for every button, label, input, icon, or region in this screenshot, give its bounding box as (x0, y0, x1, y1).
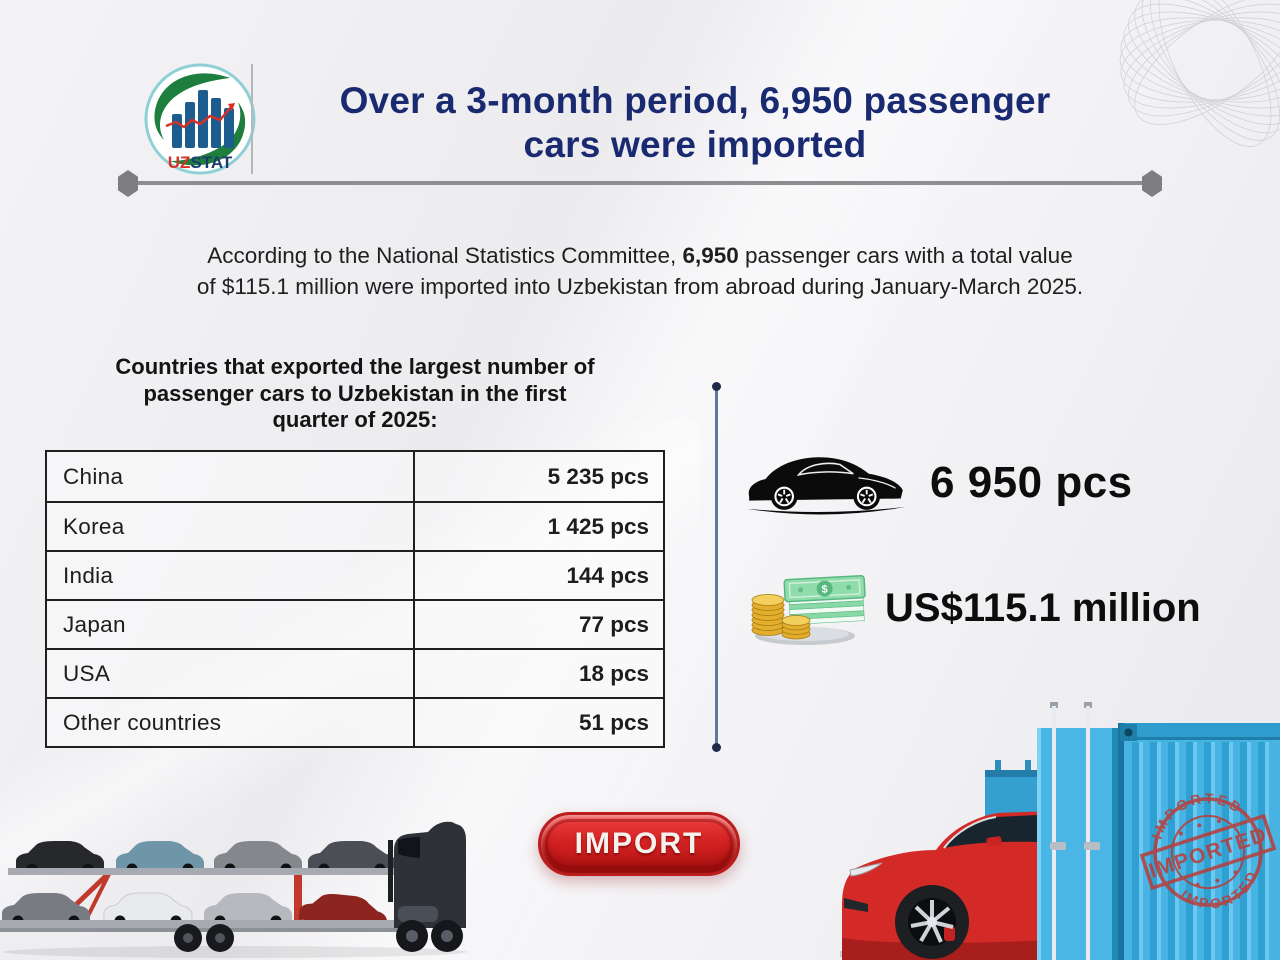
hexagon-end-left (118, 170, 138, 197)
table-row: India 144 pcs (47, 550, 663, 599)
truck-cab (388, 821, 466, 952)
corner-wave-decoration (1119, 0, 1280, 147)
car-carrier-truck (0, 821, 467, 958)
car-icon (747, 457, 906, 515)
table-row: Japan 77 pcs (47, 599, 663, 648)
red-car-wheel (895, 885, 969, 959)
value-cell: 18 pcs (578, 660, 649, 686)
intro-line2: of $115.1 million were imported into Uzb… (196, 274, 1084, 299)
dollar-sign: $ (821, 584, 828, 596)
coin-stack-small (781, 615, 811, 640)
value-cell: 1 425 pcs (547, 513, 649, 539)
countries-table: China 5 235 pcs Korea 1 425 pcs India 14… (45, 450, 665, 748)
country-cell: Other countries (47, 699, 415, 746)
banknote-stack: $ (783, 575, 866, 625)
country-cell: Japan (47, 601, 415, 648)
import-button-label: IMPORT (574, 827, 704, 860)
logo-text: UZSTAT (168, 153, 233, 172)
table-row: China 5 235 pcs (47, 452, 663, 501)
page-title-line2: cars were imported (523, 124, 867, 165)
uzstat-logo: UZSTAT (144, 63, 256, 175)
page-title: Over a 3-month period, 6,950 passenger c… (260, 79, 1130, 167)
table-row: Other countries 51 pcs (47, 697, 663, 746)
country-cell: USA (47, 650, 415, 697)
value-cell: 77 pcs (578, 611, 649, 637)
total-value-stat: US$115.1 million (885, 586, 1201, 630)
divider-dot-bottom (712, 743, 721, 752)
heading-line3: quarter of 2025: (272, 407, 438, 432)
intro-line1-post: passenger cars with a total value (738, 243, 1073, 268)
country-cell: China (47, 452, 415, 501)
logo-trend-line (165, 106, 232, 129)
page-title-line1: Over a 3-month period, 6,950 passenger (339, 80, 1051, 121)
car-icon-rear-wheel (770, 483, 798, 510)
countries-table-heading: Countries that exported the largest numb… (40, 354, 670, 434)
total-cars-stat: 6 950 pcs (930, 458, 1133, 507)
table-row: USA 18 pcs (47, 648, 663, 697)
logo-swoosh-top (154, 73, 230, 140)
value-cell: 51 pcs (578, 709, 649, 735)
intro-paragraph: According to the National Statistics Com… (60, 240, 1220, 302)
divider-dot-top (712, 382, 721, 391)
heading-line2: passenger cars to Uzbekistan in the firs… (143, 380, 567, 406)
header-divider (132, 181, 1150, 185)
hexagon-end-right (1142, 170, 1162, 197)
coin-stack-large (751, 594, 785, 636)
heading-line1: Countries that exported the largest numb… (115, 354, 595, 379)
logo-separator (251, 64, 253, 174)
value-cell: 144 pcs (566, 562, 649, 588)
table-row: Korea 1 425 pcs (47, 501, 663, 550)
logo-swoosh-bottom (170, 102, 246, 166)
intro-bold-count: 6,950 (682, 243, 739, 268)
container-scene: IMPORTED IMPORTED IMPORTED (840, 702, 1280, 960)
intro-line1-pre: According to the National Statistics Com… (207, 243, 683, 268)
country-cell: Korea (47, 503, 415, 550)
container-open-door (1037, 702, 1118, 960)
value-cell: 5 235 pcs (547, 463, 649, 489)
imported-red-car (840, 811, 1052, 960)
vertical-divider (715, 386, 718, 747)
import-button[interactable]: IMPORT (538, 812, 740, 876)
money-icon: $ (751, 575, 866, 645)
country-cell: India (47, 552, 415, 599)
car-icon-front-wheel (853, 483, 881, 510)
